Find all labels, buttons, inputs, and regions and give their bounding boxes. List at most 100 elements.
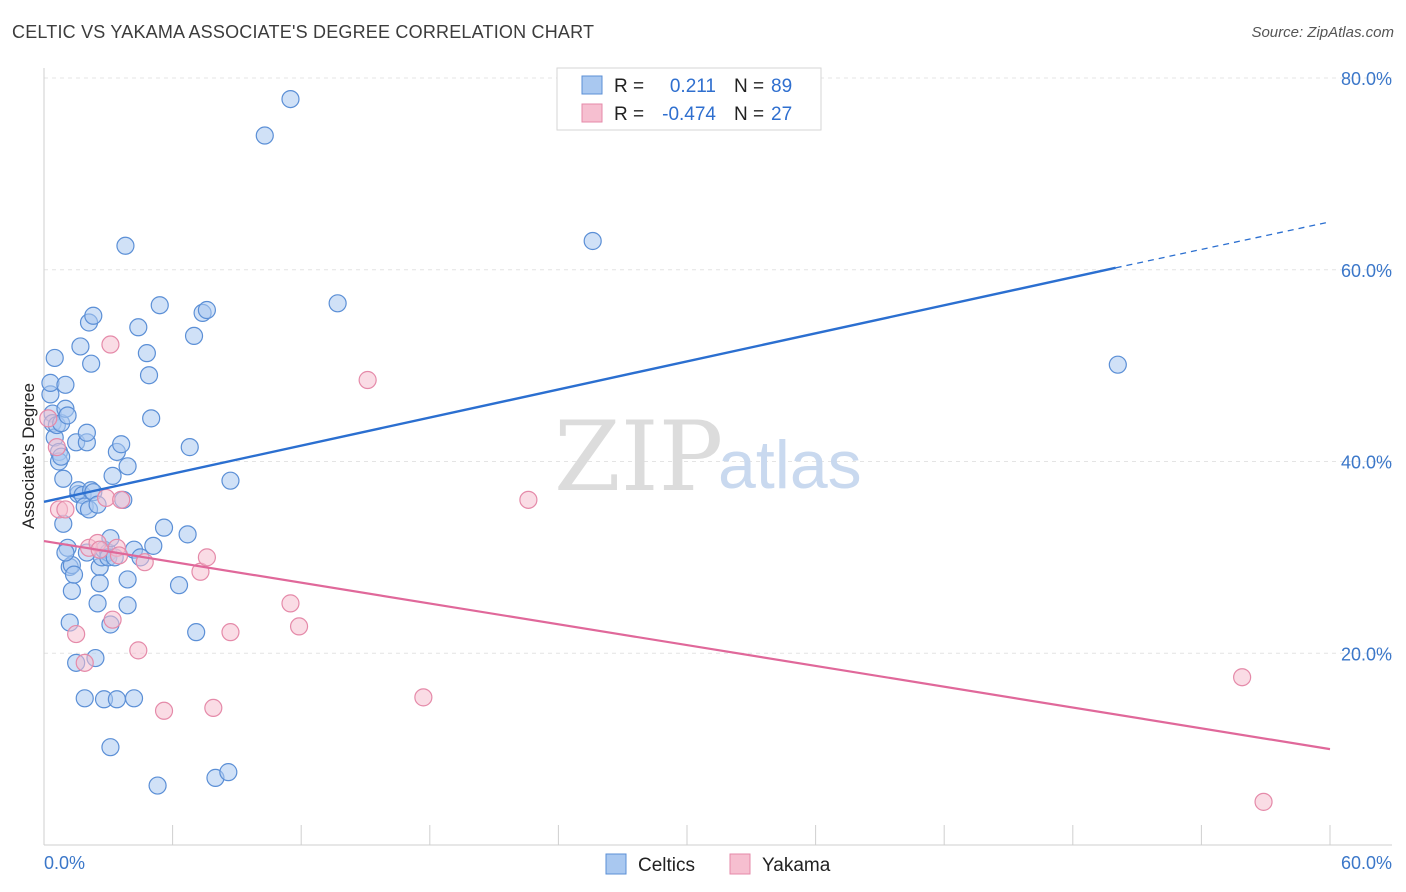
celtics-point bbox=[255, 126, 274, 145]
yakama-point bbox=[204, 698, 223, 717]
yakama-point bbox=[56, 500, 75, 519]
legend-swatch-yakama bbox=[581, 103, 603, 123]
legend-n-label-yakama: N = bbox=[734, 104, 764, 125]
yakama-point bbox=[75, 653, 94, 672]
legend-r-label-celtics: R = bbox=[614, 76, 644, 97]
celtics-point bbox=[144, 536, 163, 555]
celtics-point bbox=[56, 543, 75, 562]
celtics-point bbox=[219, 763, 238, 782]
celtics-point bbox=[82, 354, 101, 373]
celtics-point bbox=[1108, 355, 1127, 374]
celtics-point bbox=[328, 294, 347, 313]
legend-r-label-yakama: R = bbox=[614, 104, 644, 125]
x-tick-label: 60.0% bbox=[1341, 853, 1392, 873]
y-tick-labels: 20.0% 40.0% 60.0% 80.0% bbox=[1341, 69, 1392, 664]
yakama-point bbox=[109, 546, 129, 565]
celtics-point bbox=[75, 689, 94, 708]
celtics-point bbox=[221, 471, 240, 490]
celtics-point bbox=[64, 565, 84, 584]
celtics-point bbox=[197, 300, 216, 320]
celtics-point bbox=[107, 690, 126, 709]
celtics-point bbox=[45, 348, 64, 368]
celtics-point bbox=[41, 373, 60, 392]
grid bbox=[44, 77, 1392, 654]
celtics-point bbox=[58, 406, 77, 425]
trend-lines bbox=[43, 221, 1331, 751]
celtics-point bbox=[281, 89, 300, 109]
celtics-point bbox=[112, 435, 131, 454]
celtics-point bbox=[90, 574, 109, 593]
trend-line-yakama bbox=[43, 539, 1331, 751]
yakama-point bbox=[519, 490, 538, 509]
bottom-legend: Celtics Yakama bbox=[605, 853, 831, 876]
legend-n-value-yakama: 27 bbox=[771, 104, 792, 125]
yakama-point bbox=[281, 594, 300, 613]
x-tick-labels: 0.0% 60.0% bbox=[44, 853, 1392, 873]
legend: R = 0.211 N = 89 R = -0.474 N = 27 bbox=[556, 67, 822, 131]
yakama-point bbox=[1254, 792, 1273, 811]
yakama-point bbox=[1233, 668, 1252, 687]
celtics-point bbox=[54, 469, 73, 488]
yakama-point bbox=[112, 490, 131, 509]
x-tick-label: 0.0% bbox=[44, 853, 85, 873]
celtics-point bbox=[148, 776, 167, 795]
bottom-legend-swatch-yakama bbox=[729, 853, 751, 875]
yakama-point bbox=[414, 688, 433, 707]
yakama-point bbox=[39, 409, 58, 428]
celtics-point bbox=[154, 518, 174, 537]
source-label: Source: ZipAtlas.com bbox=[1251, 24, 1394, 41]
legend-r-value-celtics: 0.211 bbox=[670, 76, 716, 97]
bottom-legend-celtics: Celtics bbox=[638, 855, 695, 876]
celtics-point bbox=[178, 525, 197, 544]
celtics-point bbox=[129, 318, 148, 337]
yakama-point bbox=[101, 335, 120, 354]
trend-line-celtics bbox=[43, 266, 1116, 503]
yakama-point bbox=[103, 610, 122, 629]
celtics-point bbox=[77, 423, 96, 442]
yakama-point bbox=[47, 438, 66, 457]
legend-r-value-yakama: -0.474 bbox=[662, 104, 716, 125]
celtics-point bbox=[62, 581, 81, 601]
celtics-point bbox=[88, 594, 107, 613]
watermark-atlas: atlas bbox=[718, 427, 862, 503]
trend-line-celtics-extension bbox=[1115, 221, 1331, 269]
bottom-legend-yakama: Yakama bbox=[762, 855, 831, 876]
celtics-point bbox=[118, 570, 137, 589]
celtics-point bbox=[139, 366, 159, 385]
y-tick-label: 20.0% bbox=[1341, 644, 1392, 664]
y-tick-label: 80.0% bbox=[1341, 69, 1392, 89]
celtics-point bbox=[583, 231, 602, 251]
celtics-point bbox=[180, 438, 199, 457]
celtics-point bbox=[103, 466, 122, 485]
celtics-point bbox=[142, 409, 161, 428]
series-yakama bbox=[39, 335, 1273, 811]
celtics-point bbox=[184, 326, 204, 346]
y-tick-label: 60.0% bbox=[1341, 261, 1392, 281]
celtics-point bbox=[150, 296, 169, 315]
yakama-point bbox=[197, 548, 216, 567]
y-tick-label: 40.0% bbox=[1341, 453, 1392, 473]
yakama-point bbox=[97, 488, 116, 508]
celtics-point bbox=[137, 344, 156, 363]
watermark: ZIP atlas bbox=[554, 401, 862, 513]
yakama-point bbox=[358, 370, 377, 390]
yakama-point bbox=[289, 617, 309, 636]
celtics-point bbox=[124, 689, 144, 708]
yakama-point bbox=[67, 624, 86, 644]
axes bbox=[43, 68, 1392, 846]
legend-n-value-celtics: 89 bbox=[771, 76, 792, 97]
celtics-point bbox=[84, 306, 103, 325]
celtics-point bbox=[118, 596, 137, 615]
chart-title: CELTIC VS YAKAMA ASSOCIATE'S DEGREE CORR… bbox=[12, 22, 595, 42]
legend-n-label-celtics: N = bbox=[734, 76, 764, 97]
y-axis-label: Associate's Degree bbox=[19, 383, 38, 529]
celtics-point bbox=[71, 337, 90, 356]
legend-swatch-celtics bbox=[581, 75, 603, 95]
bottom-legend-swatch-celtics bbox=[605, 853, 627, 875]
celtics-point bbox=[187, 623, 206, 642]
yakama-point bbox=[221, 623, 240, 642]
celtics-point bbox=[56, 375, 75, 394]
celtics-point bbox=[101, 738, 120, 757]
yakama-point bbox=[154, 701, 174, 720]
